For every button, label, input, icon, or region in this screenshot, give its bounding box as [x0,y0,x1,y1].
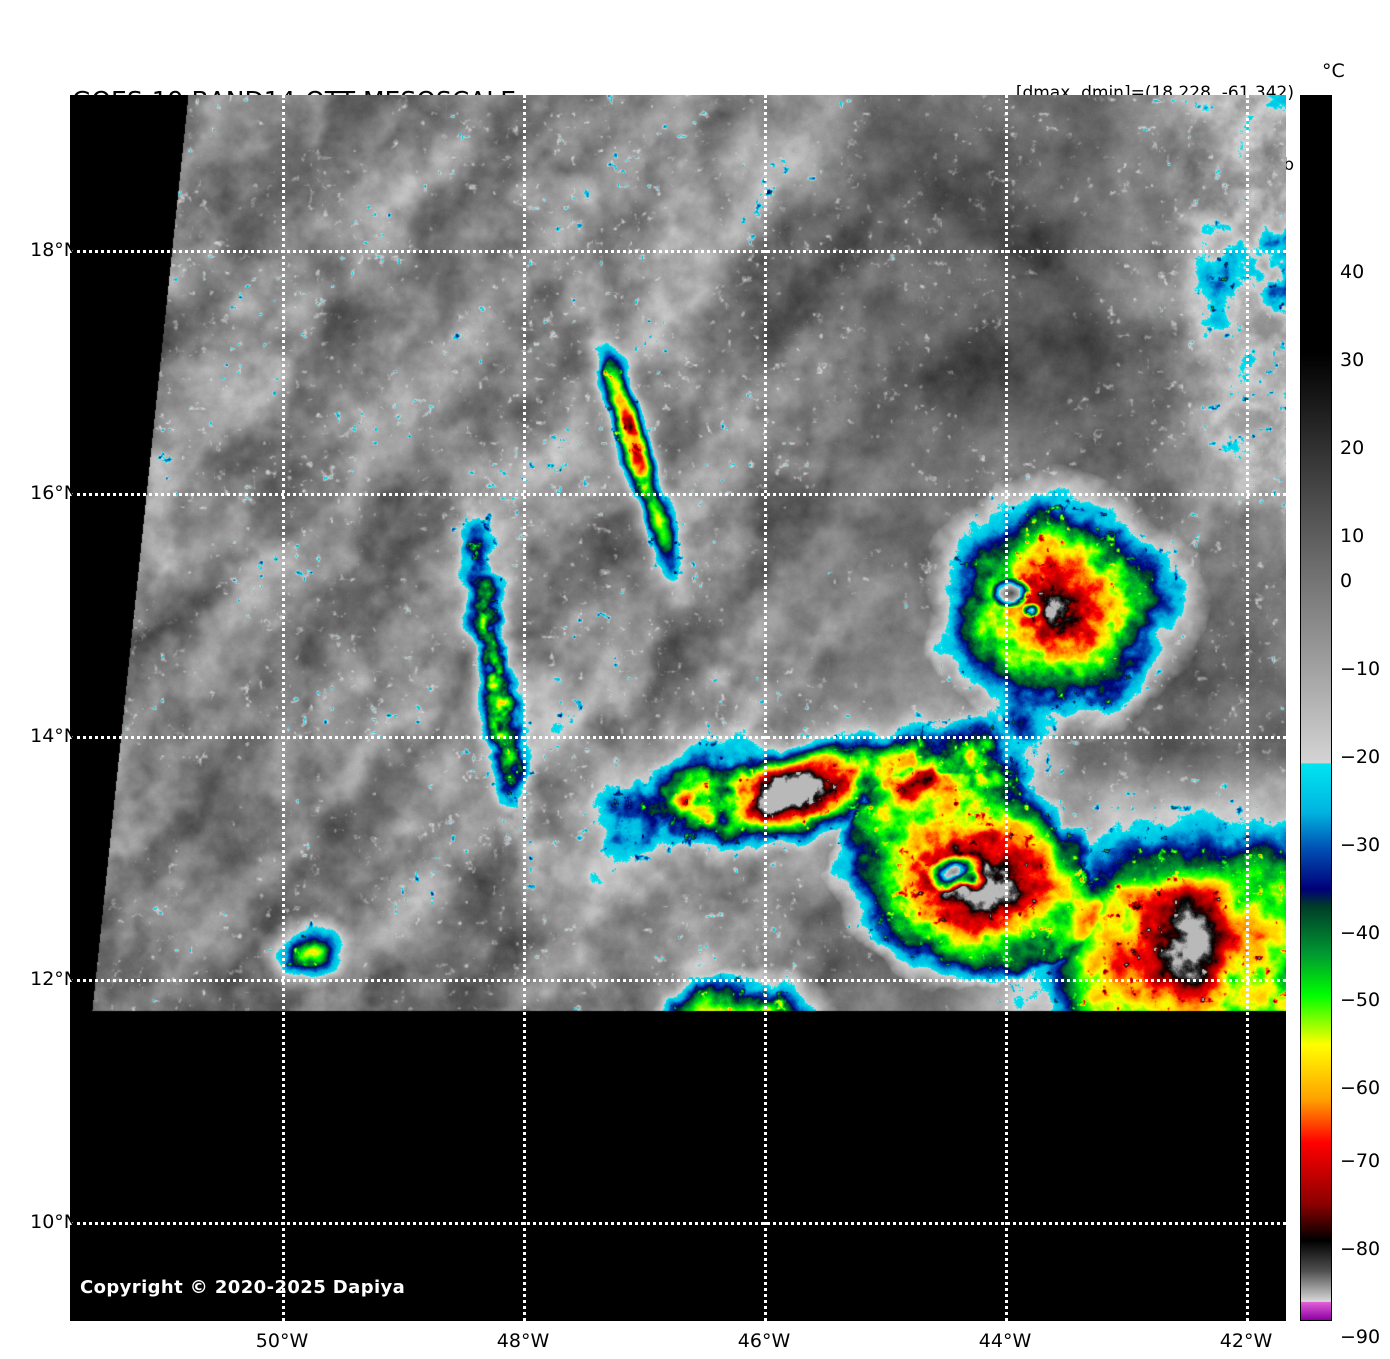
colorbar-tick-20: 20 [1340,437,1365,459]
longitude-tick-44: 44°W [978,1330,1032,1352]
longitude-tick-50: 50°W [255,1330,309,1352]
colorbar-tick--20: −20 [1340,746,1381,768]
colorbar-gradient [1301,96,1331,1320]
latitude-tick-16: 16°N [30,482,78,504]
colorbar-unit-label: °C [1322,60,1345,82]
latitude-tick-10: 10°N [30,1211,78,1233]
colorbar-tick-0: 0 [1340,570,1353,592]
colorbar-tick--80: −80 [1340,1238,1381,1260]
colorbar-tick--90: −90 [1340,1326,1381,1348]
longitude-tick-48: 48°W [496,1330,550,1352]
latitude-tick-14: 14°N [30,725,78,747]
colorbar-tick-30: 30 [1340,349,1365,371]
colorbar-tick--10: −10 [1340,658,1381,680]
colorbar-tick-40: 40 [1340,261,1365,283]
infrared-brightness-temperature-raster [70,95,1286,1321]
colorbar-tick--40: −40 [1340,922,1381,944]
satellite-image-plot[interactable] [70,95,1286,1321]
copyright-notice: Copyright © 2020-2025 Dapiya [80,1277,406,1298]
colorbar-tick-10: 10 [1340,525,1365,547]
latitude-tick-12: 12°N [30,968,78,990]
longitude-tick-46: 46°W [737,1330,791,1352]
colorbar-tick--70: −70 [1340,1150,1381,1172]
longitude-tick-42: 42°W [1219,1330,1273,1352]
temperature-colorbar[interactable] [1300,95,1332,1321]
colorbar-tick--30: −30 [1340,834,1381,856]
colorbar-tick--60: −60 [1340,1077,1381,1099]
colorbar-tick--50: −50 [1340,989,1381,1011]
latitude-tick-18: 18°N [30,239,78,261]
